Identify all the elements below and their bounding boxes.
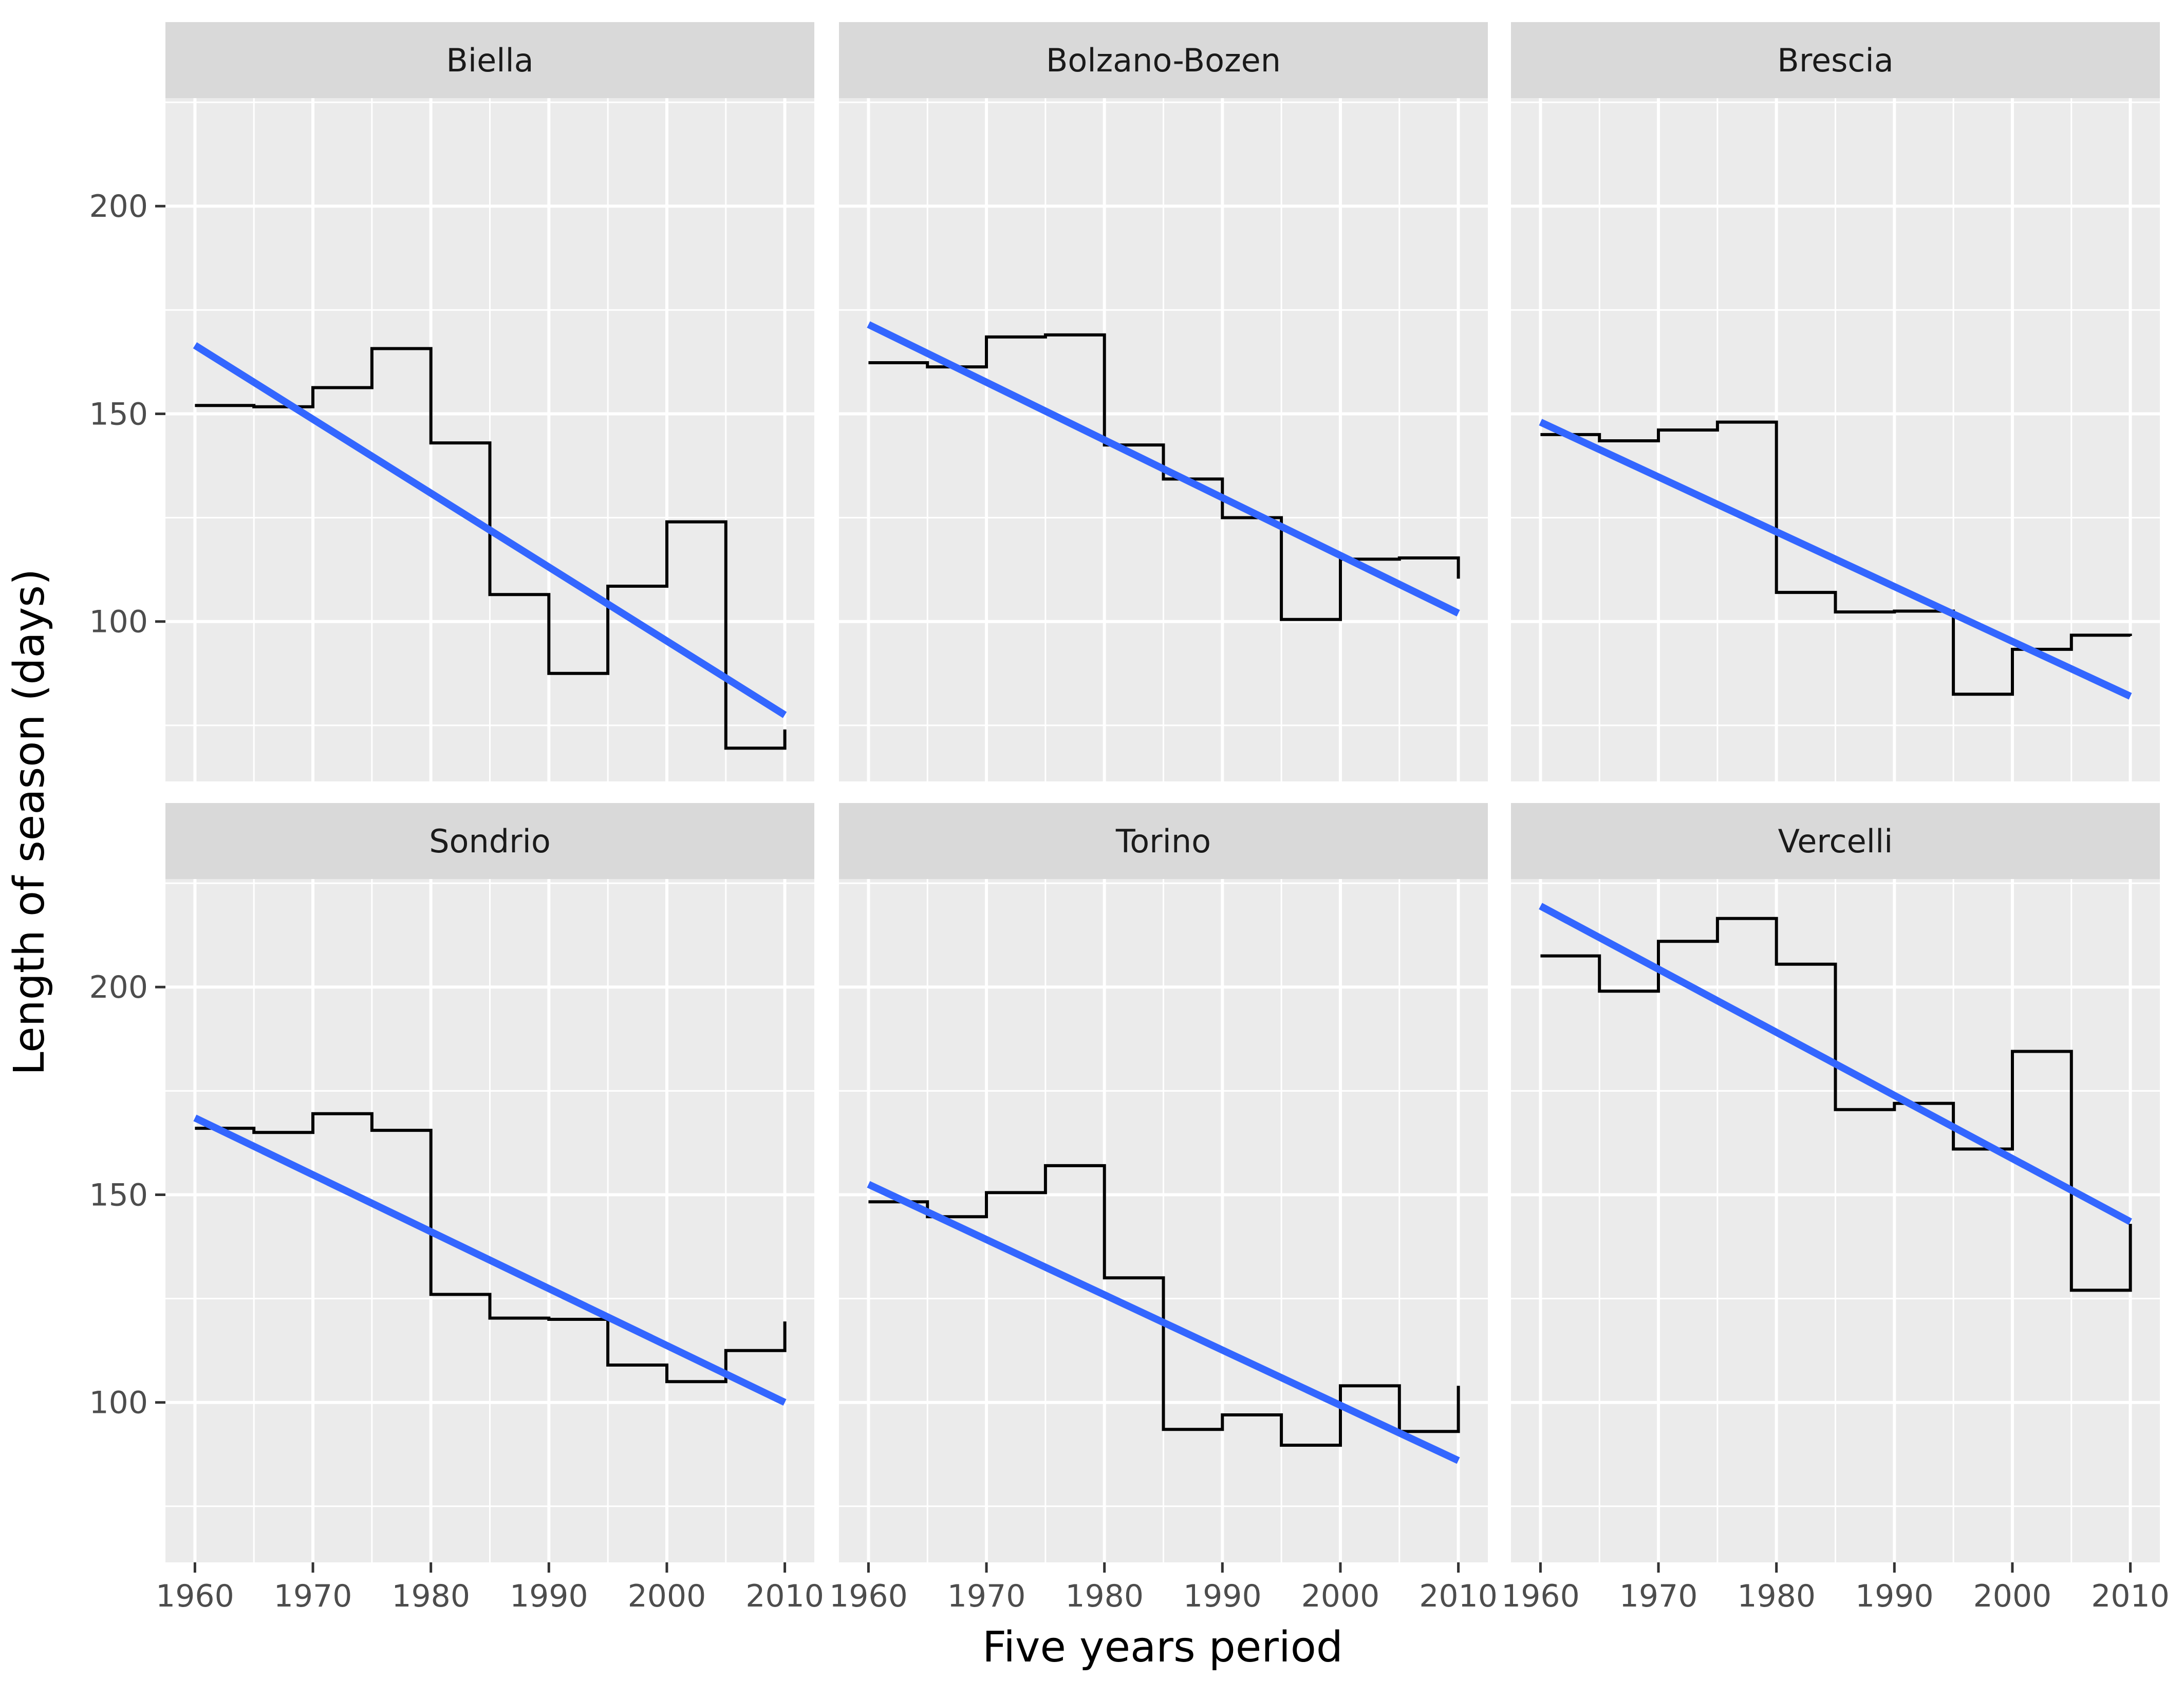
strip-bolzano-bozen: [839, 22, 1488, 98]
step-line-biella: [195, 347, 787, 750]
y-tick-label: 200: [89, 969, 148, 1005]
x-tick-label: 1970: [274, 1578, 352, 1614]
step-line-torino: [868, 1164, 1460, 1447]
x-axes-layer: 1960 1970 1980 1990 2000 2010 1960 1970 1980 1990…: [156, 1562, 2170, 1614]
trend-line-biella: [193, 342, 787, 718]
x-tick-label: 2000: [1973, 1578, 2052, 1614]
x-axis-col-1: 1960 1970 1980 1990 2000 2010: [156, 1562, 824, 1614]
y-axes-layer: 100 150 200 100 150 200: [89, 189, 165, 1421]
facet-sondrio: Sondrio: [165, 803, 814, 1562]
x-tick-label: 2010: [2091, 1578, 2170, 1614]
y-tick-label: 100: [89, 604, 148, 640]
x-tick-label: 2000: [628, 1578, 706, 1614]
trend-line-bolzano-bozen: [867, 321, 1460, 617]
strip-torino: [839, 803, 1488, 879]
x-tick-label: 1970: [1619, 1578, 1698, 1614]
strip-label-bolzano-bozen: Bolzano-Bozen: [1046, 42, 1281, 79]
x-tick-label: 2000: [1301, 1578, 1380, 1614]
strip-sondrio: [165, 803, 814, 879]
strip-vercelli: [1511, 803, 2160, 879]
strip-label-brescia: Brescia: [1777, 42, 1893, 79]
strip-brescia: [1511, 22, 2160, 98]
x-tick-label: 1960: [156, 1578, 234, 1614]
y-tick-label: 150: [89, 396, 148, 432]
x-tick-label: 2010: [1419, 1578, 1498, 1614]
strip-label-sondrio: Sondrio: [429, 823, 551, 860]
trend-line-vercelli: [1539, 903, 2132, 1225]
y-axis-title: Length of season (days): [5, 569, 54, 1075]
y-tick-label: 200: [89, 189, 148, 225]
facet-biella: Biella: [165, 22, 814, 781]
step-line-brescia: [1540, 420, 2132, 696]
facet-brescia: Brescia: [1511, 22, 2160, 781]
x-tick-label: 1990: [510, 1578, 588, 1614]
x-tick-label: 1970: [947, 1578, 1026, 1614]
strip-label-vercelli: Vercelli: [1778, 823, 1893, 860]
trend-line-torino: [867, 1181, 1460, 1464]
x-axis-col-2: 1960 1970 1980 1990 2000 2010: [829, 1562, 1498, 1614]
y-axis-row-1: 100 150 200: [89, 189, 165, 640]
x-axis-title: Five years period: [982, 1623, 1343, 1672]
step-line-vercelli: [1540, 917, 2132, 1292]
strip-label-biella: Biella: [446, 42, 533, 79]
y-axis-row-2: 100 150 200: [89, 969, 165, 1421]
step-line-bolzano-bozen: [868, 333, 1460, 621]
strip-label-torino: Torino: [1115, 823, 1211, 860]
strip-biella: [165, 22, 814, 98]
x-tick-label: 1980: [1065, 1578, 1144, 1614]
x-tick-label: 1980: [1737, 1578, 1816, 1614]
panels-layer: Biella Bolzano-Bozen Brescia Sondrio Torino V…: [165, 22, 2160, 1562]
x-tick-label: 2010: [745, 1578, 824, 1614]
facet-torino: Torino: [839, 803, 1488, 1562]
x-tick-label: 1990: [1183, 1578, 1262, 1614]
facet-bolzano-bozen: Bolzano-Bozen: [839, 22, 1488, 781]
facet-vercelli: Vercelli: [1511, 803, 2160, 1562]
x-axis-col-3: 1960 1970 1980 1990 2000 2010: [1501, 1562, 2170, 1614]
trend-line-brescia: [1539, 419, 2132, 700]
x-tick-label: 1960: [829, 1578, 908, 1614]
y-tick-label: 150: [89, 1177, 148, 1213]
y-tick-label: 100: [89, 1385, 148, 1421]
x-tick-label: 1980: [391, 1578, 470, 1614]
step-line-sondrio: [195, 1112, 787, 1384]
x-tick-label: 1990: [1855, 1578, 1934, 1614]
x-tick-label: 1960: [1501, 1578, 1580, 1614]
trend-line-sondrio: [193, 1114, 787, 1406]
